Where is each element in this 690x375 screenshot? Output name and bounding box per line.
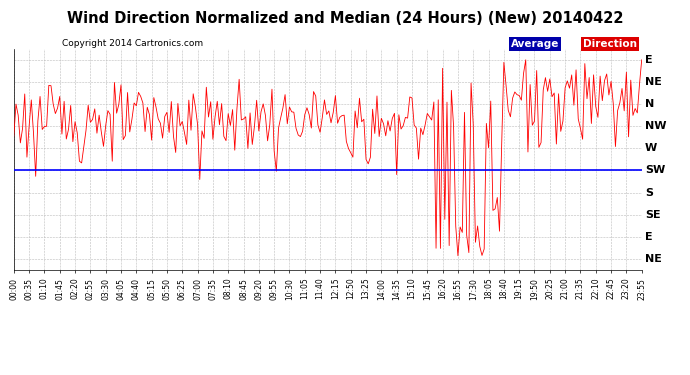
Text: S: S bbox=[645, 188, 653, 198]
Text: Copyright 2014 Cartronics.com: Copyright 2014 Cartronics.com bbox=[62, 39, 204, 48]
Text: Direction: Direction bbox=[583, 39, 637, 50]
Text: N: N bbox=[645, 99, 654, 109]
Text: NE: NE bbox=[645, 77, 662, 87]
Text: E: E bbox=[645, 232, 653, 242]
Text: Wind Direction Normalized and Median (24 Hours) (New) 20140422: Wind Direction Normalized and Median (24… bbox=[67, 11, 623, 26]
Text: Average: Average bbox=[511, 39, 559, 50]
Text: NE: NE bbox=[645, 254, 662, 264]
Text: SE: SE bbox=[645, 210, 660, 220]
Text: SW: SW bbox=[645, 165, 665, 176]
Text: W: W bbox=[645, 143, 657, 153]
Text: E: E bbox=[645, 55, 653, 65]
Text: NW: NW bbox=[645, 121, 667, 131]
